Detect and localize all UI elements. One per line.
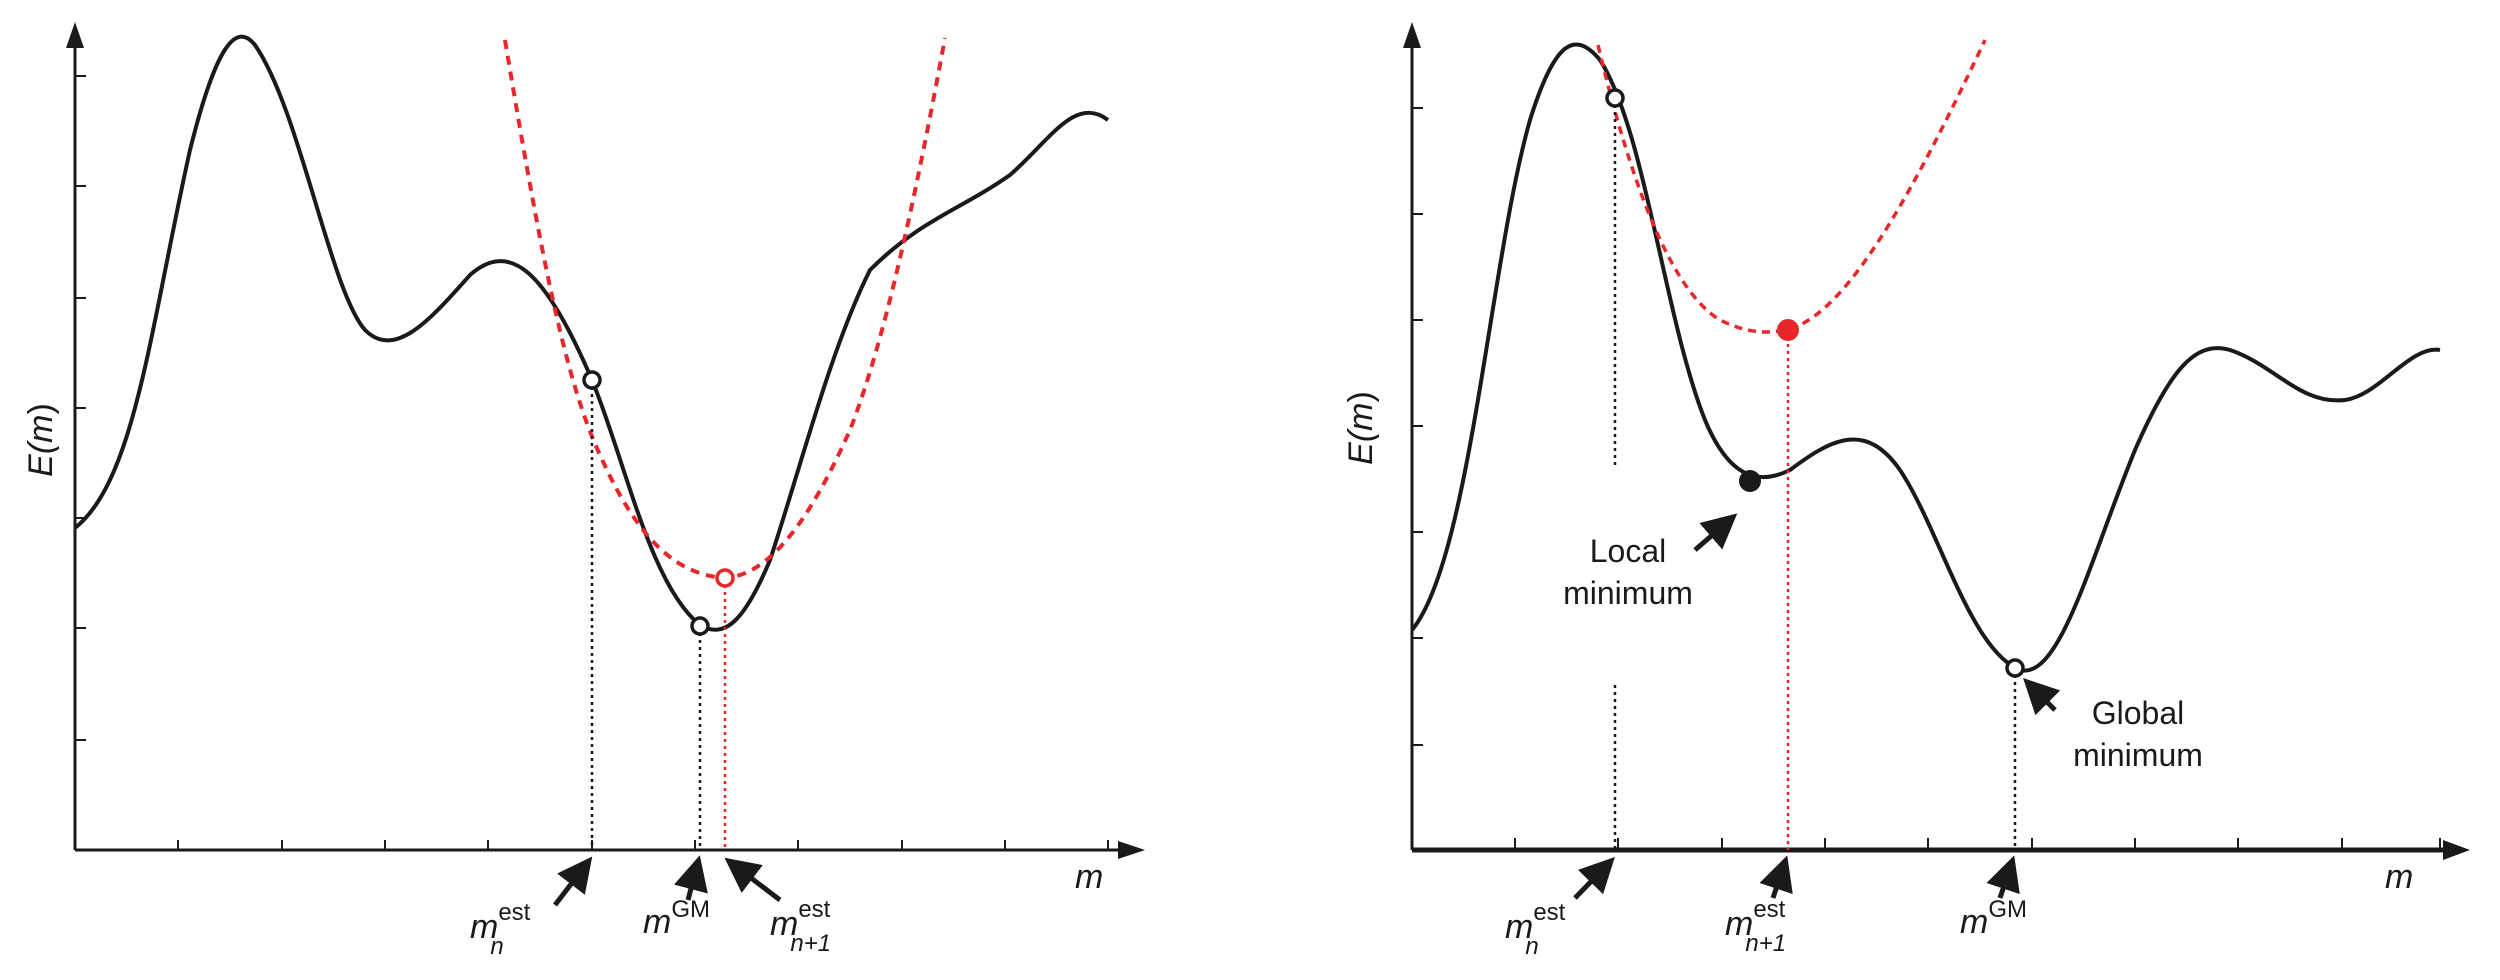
right-error-curve (1410, 42, 2441, 673)
left-x-axis-arrow (1118, 841, 1145, 859)
left-arrow-mn (553, 856, 593, 907)
right-arrow-global-min (2023, 678, 2061, 716)
right-arrow-local-min (1693, 513, 1738, 552)
right-y-ticks (1412, 107, 1423, 746)
right-global-min-point (2005, 658, 2025, 678)
left-arrow-mn1 (724, 857, 782, 902)
left-quadratic-approx (503, 37, 947, 581)
left-marker-mgm: mGM (643, 896, 710, 941)
right-current-estimate-point (1605, 88, 1625, 108)
right-next-estimate-point (1777, 319, 1799, 341)
right-quadratic-approx (1596, 39, 1987, 334)
left-marker-mn1: mest n+1 (770, 896, 831, 957)
left-arrow-mgm (673, 855, 708, 901)
right-local-min-point (1739, 470, 1761, 492)
right-y-axis-arrow (1403, 22, 1421, 48)
right-local-min-label: Local minimum (1563, 533, 1693, 611)
right-arrow-mn (1573, 856, 1615, 900)
right-arrow-mn1 (1759, 855, 1793, 899)
left-y-axis-label: E(m) (22, 403, 60, 477)
right-y-axis-label: E(m) (1342, 391, 1380, 465)
left-panel: E(m) m mest n mGM mest n+1 (22, 22, 1145, 960)
right-x-axis-label: m (2385, 858, 2413, 896)
left-next-estimate-point (715, 568, 735, 588)
right-marker-mgm: mGM (1960, 896, 2027, 941)
right-global-min-label: Global minimum (2073, 695, 2203, 773)
left-x-axis-label: m (1075, 858, 1103, 896)
right-arrow-mgm (1986, 855, 2020, 899)
left-global-min-point (690, 616, 710, 636)
right-panel: Local minimum Global minimum E(m) m mest n … (1342, 22, 2470, 960)
left-y-axis-arrow (66, 22, 84, 48)
right-marker-mn1: mest n+1 (1725, 896, 1786, 957)
right-marker-mn: mest n (1505, 899, 1566, 960)
right-x-axis-arrow (2443, 840, 2470, 860)
left-marker-mn: mest n (470, 899, 531, 960)
right-x-ticks (1514, 838, 2441, 850)
left-current-estimate-point (582, 370, 602, 390)
left-error-curve (73, 34, 1110, 632)
left-y-ticks (75, 75, 86, 741)
